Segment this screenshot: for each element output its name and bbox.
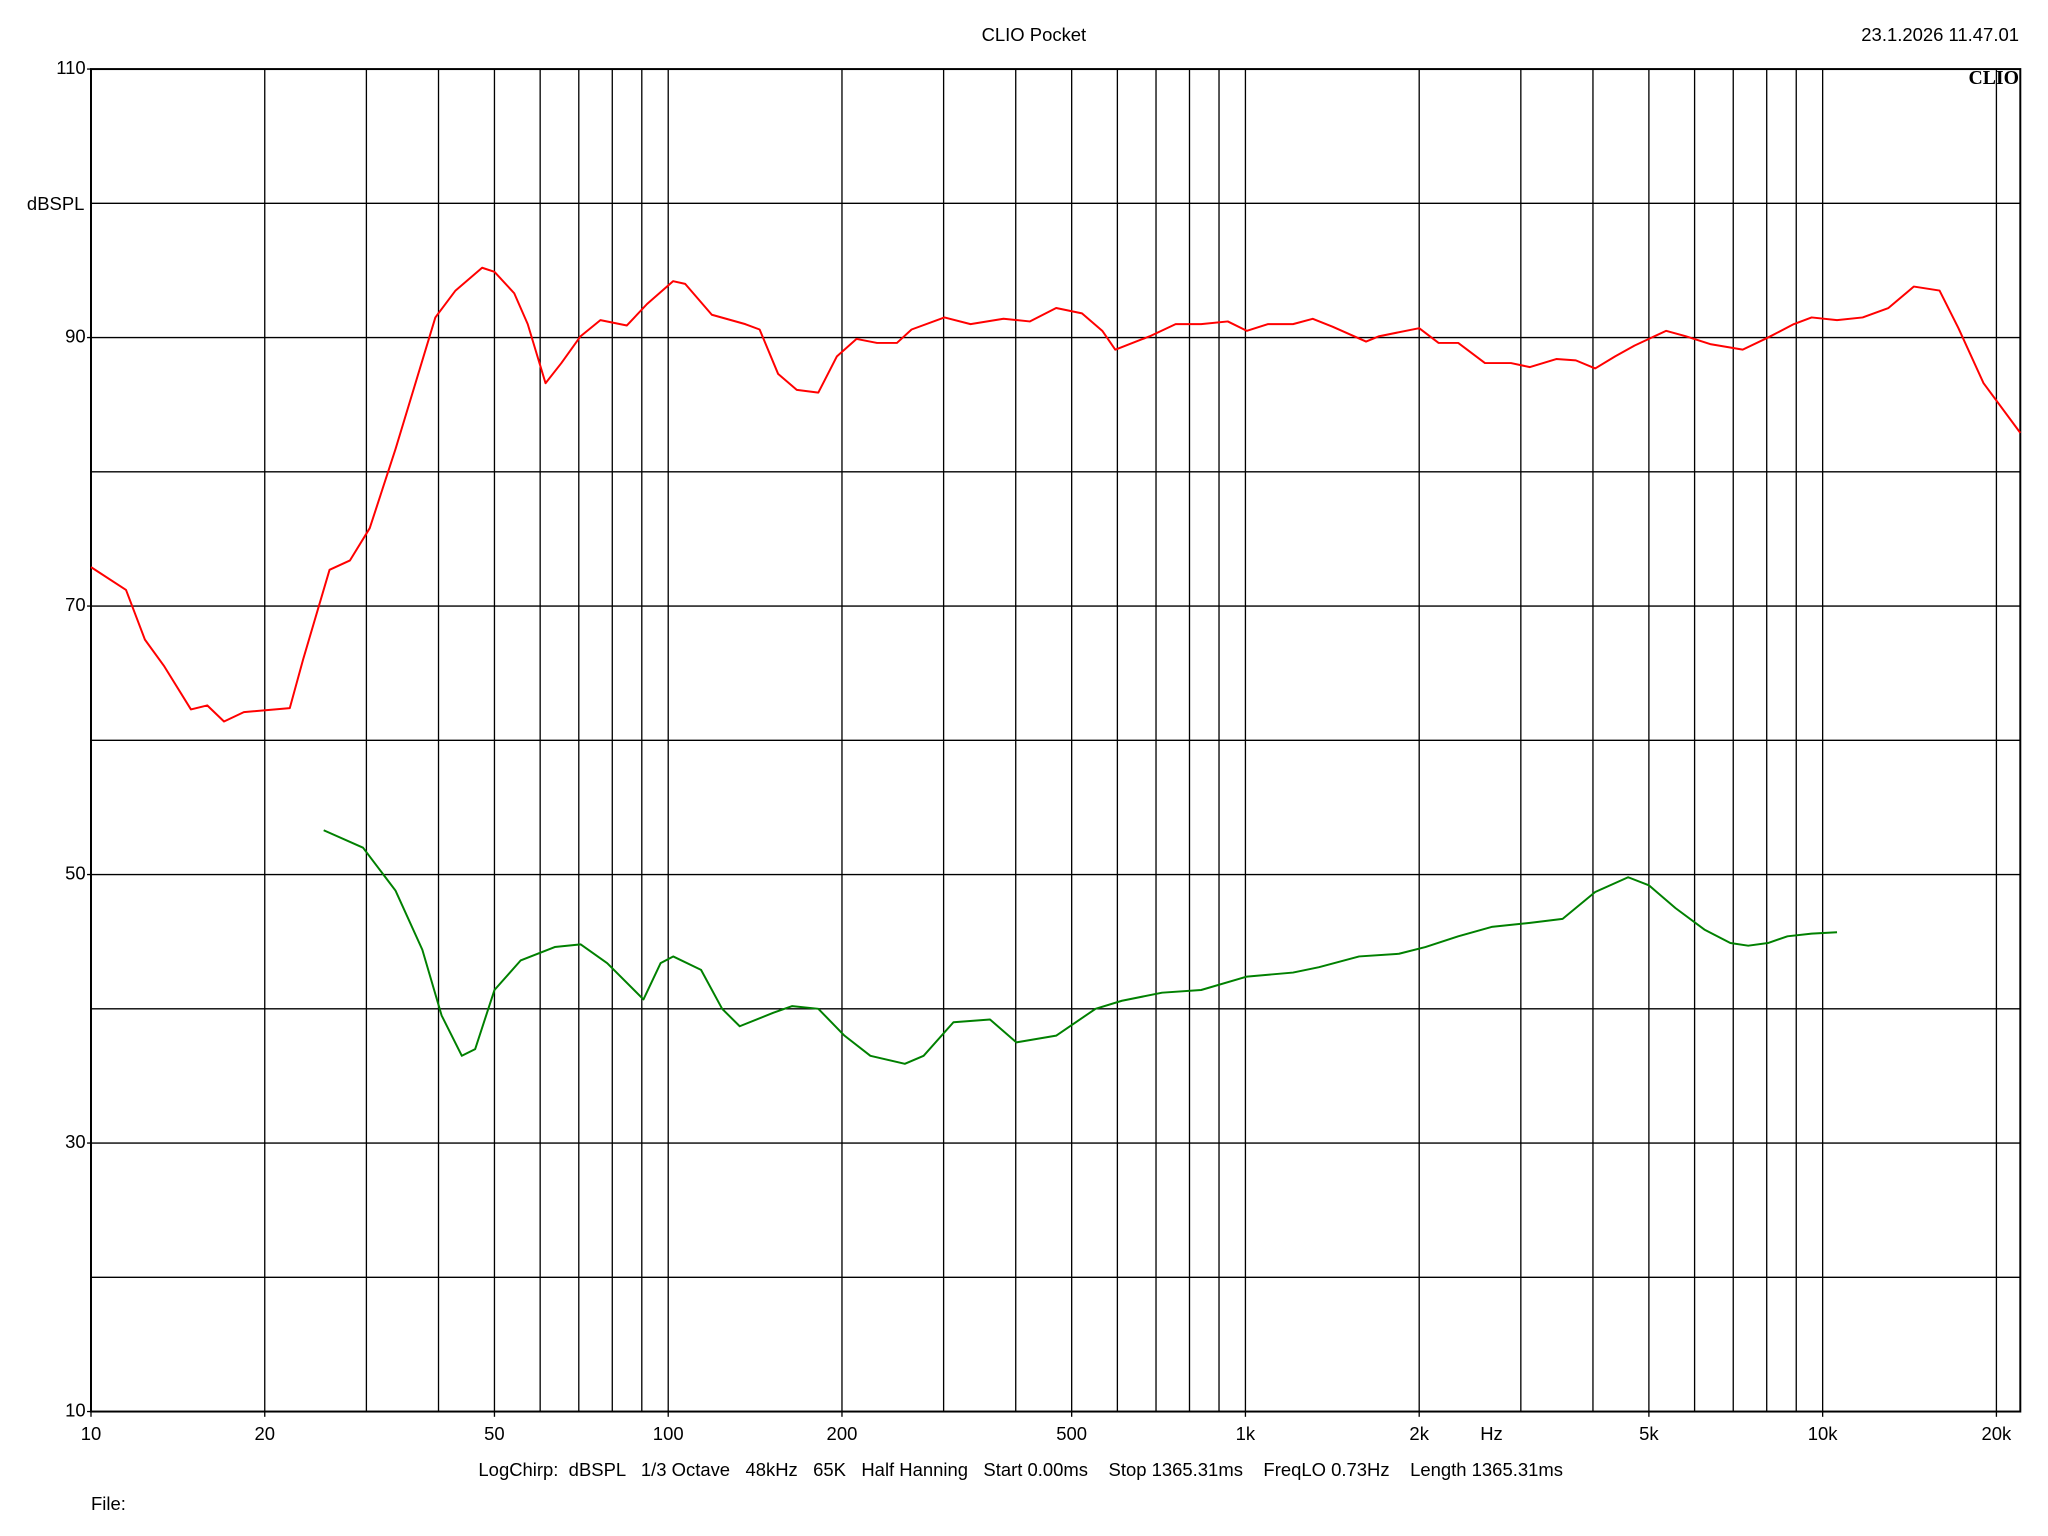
response-curve xyxy=(323,829,1838,1065)
y-tick-label: 30 xyxy=(65,1131,86,1152)
x-tick-label: 1k xyxy=(1236,1423,1256,1444)
y-tick-label: 90 xyxy=(65,325,86,346)
x-tick-label: 5k xyxy=(1639,1423,1659,1444)
y-tick-label: 70 xyxy=(65,594,86,615)
y-axis-label: dBSPL xyxy=(27,193,84,214)
footer: LogChirp: dBSPL 1/3 Octave 48kHz 65K Hal… xyxy=(478,1459,1563,1480)
x-tick-label: 50 xyxy=(484,1423,505,1444)
logo: CLIO xyxy=(1968,67,2019,89)
y-tick-label: 10 xyxy=(65,1399,86,1420)
x-tick-label: 10 xyxy=(81,1423,102,1444)
x-tick-label: 10k xyxy=(1808,1423,1839,1444)
plot-area: 10 30 50 70 90 110 10 20 50 100 200 500 1k 2k 5k 10k 20k xyxy=(56,57,2022,1444)
chart-title: CLIO Pocket xyxy=(982,24,1087,45)
response-curve xyxy=(90,266,2022,723)
x-tick-label: 500 xyxy=(1056,1423,1087,1444)
x-tick-label: 100 xyxy=(653,1423,684,1444)
x-tick-label: 2k xyxy=(1409,1423,1429,1444)
timestamp: 23.1.2026 11.47.01 xyxy=(1861,24,2019,45)
x-tick-label: 20 xyxy=(254,1423,275,1444)
x-axis-label: Hz xyxy=(1480,1423,1503,1444)
file-label: File: xyxy=(91,1493,126,1514)
plot-frame xyxy=(90,68,2022,1413)
y-tick-label: 50 xyxy=(65,862,86,883)
x-tick-label: 200 xyxy=(827,1423,858,1444)
x-tick-label: 20k xyxy=(1982,1423,2013,1444)
y-tick-label: 110 xyxy=(56,57,85,78)
